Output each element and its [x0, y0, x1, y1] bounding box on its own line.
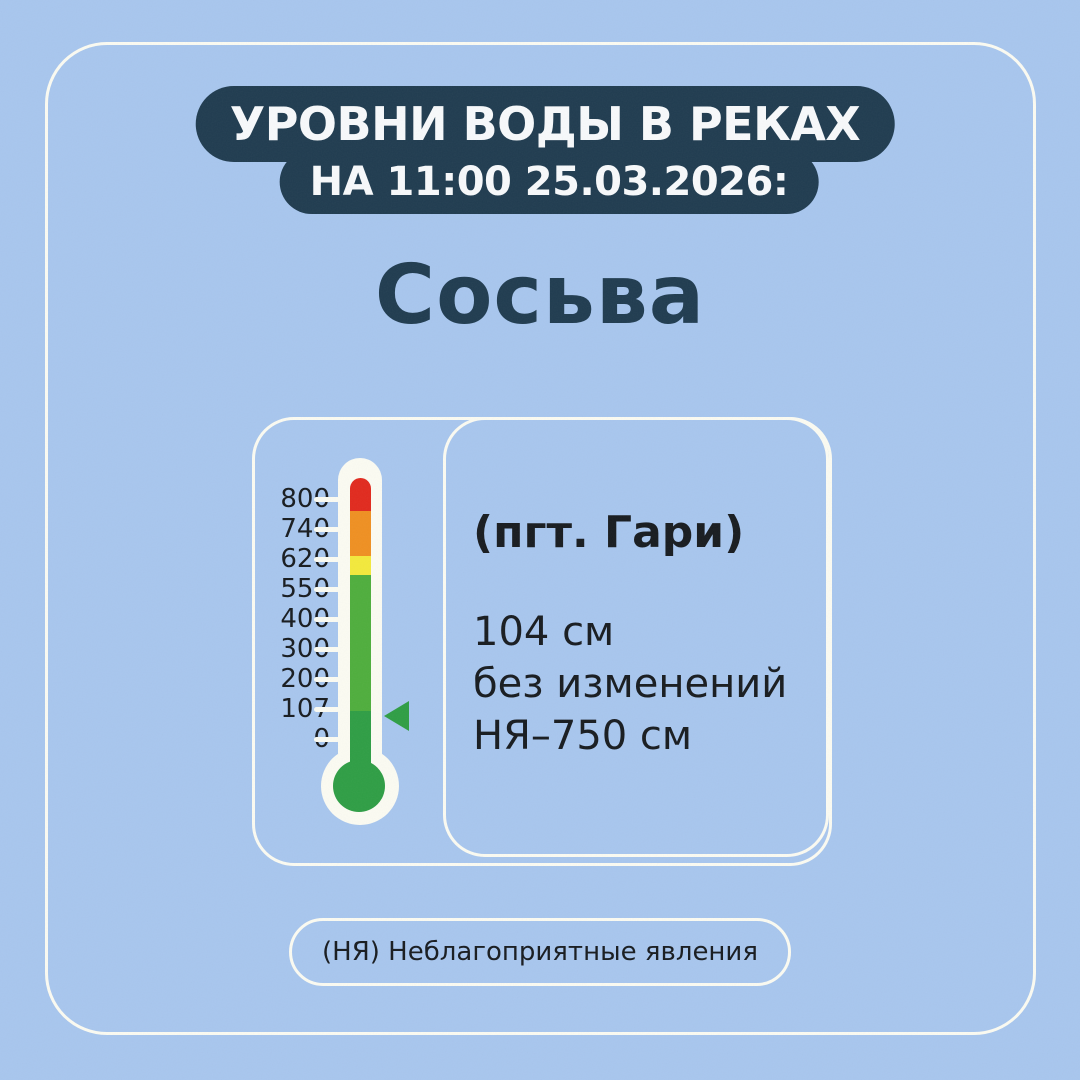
scale-tick [314, 497, 340, 502]
gauge-zone-orange [350, 511, 371, 556]
header-pill-line2: НА 11:00 25.03.2026: [279, 150, 819, 214]
gauge-zone-yellow [350, 556, 371, 575]
scale-tick [314, 737, 340, 742]
header-title-text: УРОВНИ ВОДЫ В РЕКАХ [229, 97, 861, 151]
scale-tick [314, 677, 340, 682]
current-level-marker-icon [384, 701, 409, 731]
scale-tick [314, 617, 340, 622]
header-datetime-text: НА 11:00 25.03.2026: [309, 159, 789, 205]
footnote-pill: (НЯ) Неблагоприятные явления [289, 918, 791, 986]
scale-tick [314, 587, 340, 592]
gauge-zone-red [350, 478, 371, 511]
water-level-value: 104 см [473, 609, 615, 655]
footnote-text: (НЯ) Неблагоприятные явления [322, 937, 758, 967]
level-trend: без изменений [473, 661, 788, 707]
adverse-level-value: НЯ–750 см [473, 713, 693, 759]
scale-tick [314, 707, 340, 712]
station-readings: 104 см без изменений НЯ–750 см [473, 606, 787, 762]
scale-tick [314, 647, 340, 652]
gauge-zone-green [350, 575, 371, 711]
scale-tick [314, 557, 340, 562]
scale-tick [314, 527, 340, 532]
river-name-title: Сосьва [374, 248, 706, 343]
thermometer-bulb [333, 760, 385, 812]
station-name: (пгт. Гари) [473, 507, 745, 558]
